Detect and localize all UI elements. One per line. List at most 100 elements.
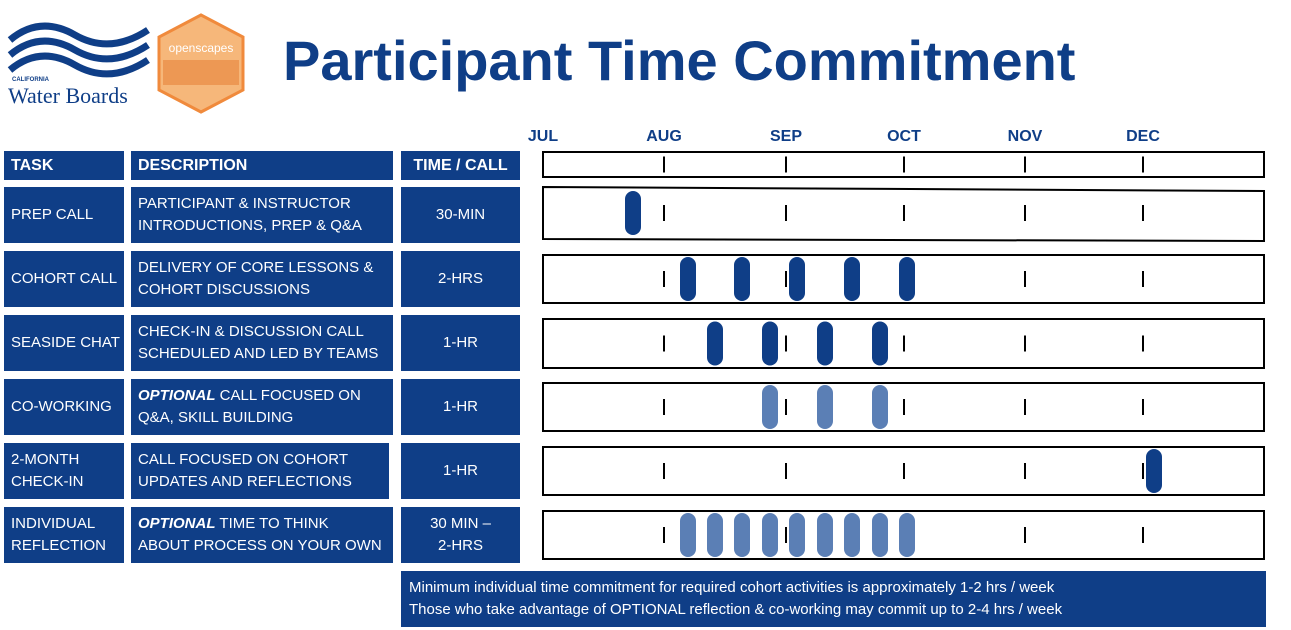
call-pill bbox=[899, 513, 915, 557]
time-line: 1-HR bbox=[442, 462, 478, 479]
description-line: CALL FOCUSED ON COHORT bbox=[138, 449, 389, 471]
note: Minimum individual time commitment for r… bbox=[401, 571, 1266, 627]
call-pill bbox=[789, 513, 805, 557]
month-label: DEC bbox=[1126, 128, 1160, 145]
task-cell: INDIVIDUAL REFLECTION bbox=[4, 507, 124, 563]
description-text: Q&A, SKILL BUILDING bbox=[138, 409, 294, 426]
header-cell: DESCRIPTION bbox=[131, 151, 393, 180]
task-line: REFLECTION bbox=[11, 537, 107, 554]
call-pill bbox=[872, 385, 888, 429]
call-pill bbox=[680, 513, 696, 557]
call-pill bbox=[1146, 449, 1162, 493]
task-line: PREP CALL bbox=[11, 206, 94, 223]
time-line: 2-HRS bbox=[437, 537, 483, 554]
call-pill bbox=[817, 513, 833, 557]
call-pill bbox=[625, 191, 641, 235]
description-text: PARTICIPANT & INSTRUCTOR bbox=[138, 195, 351, 212]
call-pill bbox=[844, 513, 860, 557]
time-line: 1-HR bbox=[442, 334, 478, 351]
description-text: ABOUT PROCESS ON YOUR OWN bbox=[138, 537, 382, 554]
month-label: SEP bbox=[770, 128, 802, 145]
call-pill bbox=[734, 513, 750, 557]
task-line: 2-MONTH bbox=[11, 451, 80, 468]
description-line: Q&A, SKILL BUILDING bbox=[138, 407, 393, 429]
description-line: OPTIONAL CALL FOCUSED ON bbox=[138, 385, 393, 407]
call-pill bbox=[762, 321, 778, 366]
description-line: UPDATES AND REFLECTIONS bbox=[138, 471, 389, 493]
description-line: INTRODUCTIONS, PREP & Q&A bbox=[138, 215, 393, 237]
title: Participant Time Commitment bbox=[283, 29, 1076, 92]
month-label: NOV bbox=[1008, 128, 1043, 145]
task-cell: PREP CALL bbox=[4, 187, 124, 243]
description-line: CHECK-IN & DISCUSSION CALL bbox=[138, 321, 393, 343]
description-cell: OPTIONAL CALL FOCUSED ON Q&A, SKILL BUILD… bbox=[131, 379, 393, 435]
month-label: JUL bbox=[528, 128, 558, 145]
time-line: 30 MIN – bbox=[430, 515, 491, 532]
call-pill bbox=[872, 321, 888, 366]
task-cell: COHORT CALL bbox=[4, 251, 124, 307]
task-line: INDIVIDUAL bbox=[11, 515, 96, 532]
call-pill bbox=[762, 385, 778, 429]
month-label: OCT bbox=[887, 128, 921, 145]
note-line: Minimum individual time commitment for r… bbox=[409, 579, 1055, 596]
description-line: ABOUT PROCESS ON YOUR OWN bbox=[138, 535, 393, 557]
description-text: COHORT DISCUSSIONS bbox=[138, 281, 310, 298]
description-text: UPDATES AND REFLECTIONS bbox=[138, 473, 352, 490]
logo-partner: openscapes bbox=[169, 41, 234, 55]
description-text: TIME TO THINK bbox=[219, 515, 329, 532]
time-cell: 30-MIN bbox=[401, 187, 520, 243]
header-cell: TIME / CALL bbox=[401, 151, 520, 180]
description-line: DELIVERY OF CORE LESSONS & bbox=[138, 257, 393, 279]
description-text: CALL FOCUSED ON COHORT bbox=[138, 451, 349, 468]
call-pill bbox=[789, 257, 805, 301]
description-line: PARTICIPANT & INSTRUCTOR bbox=[138, 193, 393, 215]
call-pill bbox=[844, 257, 860, 301]
call-pill bbox=[899, 257, 915, 301]
task-line: SEASIDE CHAT bbox=[11, 334, 120, 351]
description-cell: CALL FOCUSED ON COHORT UPDATES AND REFLEC… bbox=[131, 443, 389, 499]
time-cell: 1-HR bbox=[401, 379, 520, 435]
description-cell: PARTICIPANT & INSTRUCTOR INTRODUCTIONS, P… bbox=[131, 187, 393, 243]
task-cell: SEASIDE CHAT bbox=[4, 315, 124, 371]
header-cell: TASK bbox=[4, 151, 124, 180]
task-cell: 2-MONTH CHECK-IN bbox=[4, 443, 124, 499]
description-text: SCHEDULED AND LED BY TEAMS bbox=[138, 345, 379, 362]
month-label: AUG bbox=[646, 128, 682, 145]
logo-state: CALIFORNIA bbox=[12, 77, 50, 83]
description-cell: OPTIONAL TIME TO THINK ABOUT PROCESS ON Y… bbox=[131, 507, 393, 563]
call-pill bbox=[734, 257, 750, 301]
call-pill bbox=[872, 513, 888, 557]
description-line: SCHEDULED AND LED BY TEAMS bbox=[138, 343, 393, 365]
call-pill bbox=[680, 257, 696, 301]
description-line: OPTIONAL TIME TO THINK bbox=[138, 513, 393, 535]
call-pill bbox=[707, 513, 723, 557]
logos: CALIFORNIA Water Boards openscapes bbox=[7, 13, 245, 114]
call-pill bbox=[762, 513, 778, 557]
emphasis: OPTIONAL bbox=[138, 387, 216, 404]
description-text: DELIVERY OF CORE LESSONS & bbox=[138, 259, 374, 276]
time-cell: 30 MIN – 2-HRS bbox=[401, 507, 520, 563]
task-cell: CO-WORKING bbox=[4, 379, 124, 435]
call-pill bbox=[817, 385, 833, 429]
water-boards-waves bbox=[7, 22, 150, 78]
task-line: CO-WORKING bbox=[11, 398, 112, 415]
description-text: INTRODUCTIONS, PREP & Q&A bbox=[138, 217, 362, 234]
emphasis: OPTIONAL bbox=[138, 515, 216, 532]
description-cell: DELIVERY OF CORE LESSONS & COHORT DISCUSS… bbox=[131, 251, 393, 307]
time-cell: 1-HR bbox=[401, 443, 520, 499]
time-line: 30-MIN bbox=[435, 206, 486, 223]
time-line: 1-HR bbox=[442, 398, 478, 415]
call-pill bbox=[707, 321, 723, 366]
description-text: CALL FOCUSED ON bbox=[219, 387, 361, 404]
call-pill bbox=[817, 321, 833, 366]
time-line: 2-HRS bbox=[437, 270, 483, 287]
description-text: CHECK-IN & DISCUSSION CALL bbox=[138, 323, 364, 340]
time-cell: 2-HRS bbox=[401, 251, 520, 307]
time-cell: 1-HR bbox=[401, 315, 520, 371]
task-line: CHECK-IN bbox=[11, 473, 84, 490]
description-line: COHORT DISCUSSIONS bbox=[138, 279, 393, 301]
openscapes-field bbox=[163, 60, 239, 85]
description-cell: CHECK-IN & DISCUSSION CALL SCHEDULED AND … bbox=[131, 315, 393, 371]
note-line: Those who take advantage of OPTIONAL ref… bbox=[409, 601, 1063, 618]
